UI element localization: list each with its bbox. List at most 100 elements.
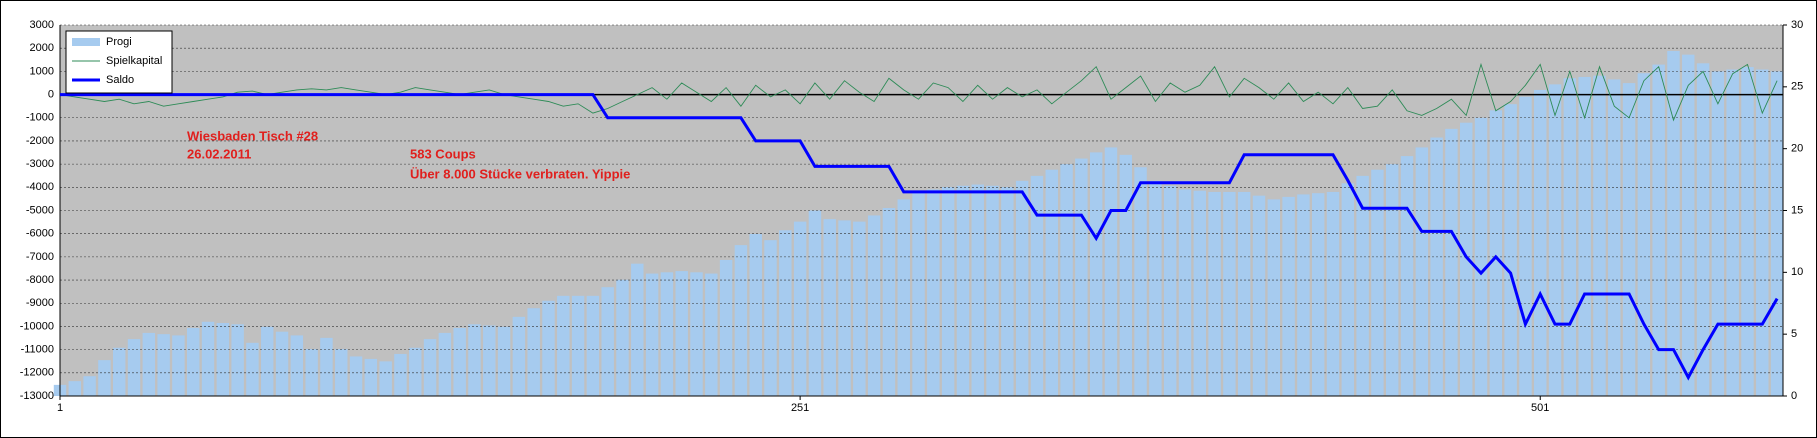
bar	[468, 324, 481, 396]
bar	[986, 185, 999, 396]
bar	[112, 347, 126, 396]
bar	[631, 263, 644, 396]
bar	[1326, 191, 1340, 396]
bar	[1371, 169, 1384, 396]
bar	[1445, 128, 1458, 396]
bar	[1608, 79, 1621, 396]
y-tick-label: -8000	[26, 274, 54, 286]
annotation: 26.02.2011	[187, 146, 251, 161]
bar	[1267, 199, 1281, 396]
y-tick-label: 2000	[30, 42, 54, 54]
bar	[497, 326, 511, 396]
bar	[616, 279, 629, 396]
bar	[1400, 156, 1414, 396]
y-tick-label: -7000	[26, 251, 54, 263]
bar	[1726, 69, 1739, 397]
bar	[127, 339, 141, 396]
bar	[838, 220, 851, 396]
y-tick-label: -5000	[26, 204, 54, 216]
bar	[349, 356, 363, 396]
bar	[1756, 69, 1769, 397]
legend-label: Saldo	[106, 74, 134, 86]
bar	[1578, 76, 1591, 396]
bar	[320, 337, 333, 396]
bar	[690, 272, 703, 396]
bar	[275, 331, 289, 396]
bar	[98, 360, 111, 396]
line	[60, 93, 1779, 381]
bar	[1415, 147, 1429, 396]
bar	[1622, 83, 1636, 396]
bar	[438, 332, 452, 396]
legend-label: Progi	[106, 36, 132, 48]
bar	[956, 185, 970, 396]
annotation: Über 8.000 Stücke verbraten. Yippie	[410, 166, 630, 181]
bar	[1282, 196, 1295, 396]
bar	[1001, 187, 1014, 396]
bar	[734, 245, 748, 396]
bar	[779, 230, 792, 396]
legend-label: Spielkapital	[106, 55, 162, 67]
bar	[1489, 110, 1503, 396]
bar	[187, 327, 200, 396]
x-tick-label: 1	[57, 402, 63, 414]
bar	[1504, 104, 1517, 396]
bar	[1104, 147, 1118, 396]
bar	[68, 381, 82, 396]
bar	[261, 326, 274, 396]
bar	[364, 358, 378, 396]
bar	[912, 191, 925, 396]
bar	[1430, 137, 1443, 396]
bar	[231, 324, 244, 396]
bar	[867, 215, 881, 396]
bar	[1356, 175, 1369, 396]
bar	[216, 323, 230, 396]
bar	[853, 221, 866, 396]
bar	[1682, 54, 1695, 397]
legend-box	[65, 30, 173, 94]
bar	[409, 347, 422, 396]
bar	[1015, 180, 1029, 396]
bar	[1237, 191, 1251, 396]
y2-tick-label: 10	[1791, 266, 1803, 278]
bar	[83, 376, 96, 396]
bar	[645, 273, 659, 396]
bar	[1060, 164, 1073, 396]
bar	[971, 184, 984, 396]
y-tick-label: -3000	[26, 158, 54, 170]
y2-tick-label: 15	[1791, 204, 1803, 216]
bar	[201, 321, 215, 396]
bar	[1741, 67, 1754, 397]
y-tick-label: 3000	[30, 19, 54, 31]
bar	[1341, 183, 1355, 396]
annotation: 583 Coups	[410, 146, 476, 161]
bar	[246, 342, 259, 396]
bar	[808, 210, 822, 396]
bar	[749, 233, 762, 396]
bar	[1134, 167, 1147, 396]
bar	[571, 295, 585, 396]
bar	[483, 325, 496, 396]
bar	[1593, 75, 1606, 396]
bar	[1667, 50, 1680, 396]
y-tick-label: 1000	[30, 65, 54, 77]
bar	[1149, 180, 1162, 396]
y2-tick-label: 30	[1791, 19, 1803, 31]
bar	[1089, 152, 1103, 396]
bar	[1223, 191, 1236, 396]
bar	[512, 316, 526, 396]
bar	[394, 353, 407, 396]
bar	[1252, 195, 1266, 396]
bar	[157, 334, 170, 396]
bar	[1030, 175, 1044, 396]
y-tick-label: -12000	[20, 367, 54, 379]
bar	[675, 271, 688, 396]
bar	[557, 295, 570, 396]
line	[59, 62, 1778, 122]
bar	[1548, 84, 1562, 397]
bar	[527, 308, 540, 396]
annotation: Wiesbaden Tisch #28	[187, 128, 318, 143]
bar	[897, 199, 910, 396]
bar	[1311, 193, 1325, 396]
